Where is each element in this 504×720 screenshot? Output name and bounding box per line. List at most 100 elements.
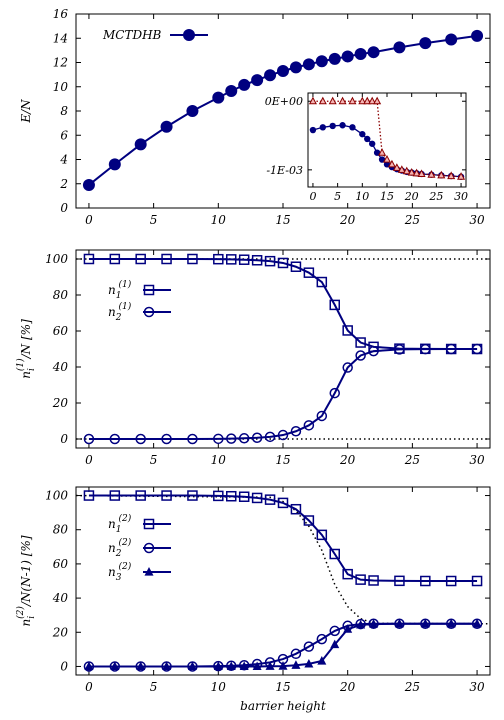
one-body-x-tick-label: 30 bbox=[469, 453, 485, 467]
two-body-series-line bbox=[88, 494, 478, 582]
energy-x-tick-label: 0 bbox=[85, 213, 93, 227]
inset-x-tick-label: 20 bbox=[404, 190, 419, 203]
two-body-series-point bbox=[316, 633, 328, 645]
one-body-series-line bbox=[88, 348, 478, 440]
two-body-legend-marker bbox=[143, 542, 155, 554]
one-body-series-point bbox=[187, 253, 198, 265]
two-body-series-point bbox=[265, 661, 275, 670]
two-body-series-point bbox=[472, 618, 482, 628]
one-body-series-point bbox=[109, 253, 121, 265]
inset-series-point bbox=[402, 166, 411, 175]
two-body-series-point bbox=[420, 575, 431, 587]
one-body-legend-label: n2(1) bbox=[108, 301, 132, 323]
energy-series-point bbox=[225, 84, 238, 97]
energy-series-point bbox=[277, 64, 289, 77]
two-body-series-point bbox=[394, 618, 404, 628]
two-body-series-point bbox=[187, 490, 198, 501]
two-body-series-point bbox=[329, 625, 340, 637]
x-axis-label: barrier height bbox=[240, 699, 326, 713]
inset-y-tick-label: 0E+00 bbox=[265, 95, 303, 108]
two-body-series-point bbox=[355, 574, 366, 585]
one-body-x-tick-label: 20 bbox=[339, 453, 356, 467]
one-body-series-point bbox=[355, 350, 366, 361]
two-body-series-point bbox=[368, 575, 379, 586]
one-body-series-point bbox=[135, 433, 146, 445]
two-body-series-point bbox=[252, 661, 262, 671]
one-body-series-point bbox=[251, 432, 263, 443]
one-body-series-point bbox=[161, 253, 172, 265]
inset-y-tick-label: -1E-03 bbox=[266, 164, 303, 177]
energy-y-tick-label: 10 bbox=[53, 80, 69, 94]
one-body-legend-marker bbox=[143, 306, 155, 318]
energy-x-tick-label: 20 bbox=[339, 213, 356, 227]
one-body-series-point bbox=[264, 431, 276, 443]
energy-series-point bbox=[212, 91, 225, 104]
one-body-panel: 0 5 10 15 20 25 30 0 20 40 60 80 100 ni(1)/N [%] n1(… bbox=[15, 249, 491, 467]
two-body-series-point bbox=[239, 661, 249, 671]
two-body-series-point bbox=[316, 529, 328, 541]
energy-series-point bbox=[393, 41, 406, 54]
two-body-series-point bbox=[290, 648, 302, 660]
one-body-series-point bbox=[394, 344, 405, 355]
inset-series-point bbox=[427, 170, 436, 178]
inset-series-point bbox=[383, 161, 391, 168]
two-body-y-tick-label: 20 bbox=[52, 625, 69, 639]
one-body-series-point bbox=[277, 429, 289, 441]
two-body-series-point bbox=[343, 624, 353, 633]
one-body-series-point bbox=[290, 261, 302, 272]
inset-series-point bbox=[329, 122, 336, 130]
inset-series-point bbox=[368, 140, 376, 147]
energy-series-point bbox=[108, 158, 121, 171]
inset-series-point bbox=[359, 130, 366, 138]
two-body-series-point bbox=[238, 491, 250, 502]
two-body-series-point bbox=[329, 548, 340, 560]
inset-series-point bbox=[348, 96, 357, 105]
two-body-x-tick-label: 20 bbox=[339, 680, 356, 694]
two-body-y-tick-label: 40 bbox=[52, 591, 69, 605]
one-body-series-point bbox=[342, 362, 353, 373]
one-body-series-point bbox=[226, 254, 237, 265]
one-body-y-tick-label: 80 bbox=[53, 288, 69, 302]
energy-series-point bbox=[367, 46, 380, 59]
one-body-series-point bbox=[471, 343, 483, 355]
two-body-series-point bbox=[83, 490, 95, 501]
inset-series-point bbox=[437, 170, 446, 179]
one-body-series-point bbox=[213, 433, 224, 445]
two-body-legend-label: n1(2) bbox=[108, 513, 132, 535]
energy-series-point bbox=[289, 61, 302, 74]
inset-series-point bbox=[308, 96, 317, 105]
one-body-y-tick-label: 0 bbox=[60, 432, 68, 446]
one-body-legend-marker bbox=[143, 284, 155, 296]
inset-series-point bbox=[339, 122, 346, 129]
energy-y-axis-label: E/N bbox=[19, 99, 33, 124]
two-body-legend-marker bbox=[144, 567, 154, 576]
two-body-series-line bbox=[88, 622, 478, 668]
one-body-y-tick-label: 40 bbox=[52, 360, 69, 374]
one-body-y-axis-label: ni(1)/N [%] bbox=[15, 319, 37, 379]
inset-series-point bbox=[378, 156, 386, 163]
two-body-series-point bbox=[110, 661, 120, 671]
one-body-series-point bbox=[290, 426, 302, 437]
two-body-x-tick-label: 15 bbox=[275, 680, 290, 694]
two-body-series-point bbox=[187, 661, 197, 671]
one-body-series-point bbox=[109, 433, 121, 445]
energy-x-tick-label: 30 bbox=[469, 213, 485, 227]
two-body-series-point bbox=[303, 641, 315, 652]
one-body-series-point bbox=[161, 433, 172, 445]
one-body-x-tick-label: 10 bbox=[211, 453, 227, 467]
inset-series-point bbox=[407, 167, 416, 176]
inset-series-point bbox=[397, 165, 406, 173]
two-body-series-point bbox=[161, 490, 172, 501]
inset-series-point bbox=[387, 159, 396, 168]
one-body-y-tick-label: 100 bbox=[45, 252, 68, 266]
two-body-y-tick-label: 60 bbox=[53, 557, 69, 571]
energy-series-point bbox=[315, 55, 328, 68]
inset-x-tick-label: 25 bbox=[428, 190, 443, 203]
inset-series-point bbox=[417, 169, 426, 178]
two-body-series-point bbox=[445, 575, 457, 587]
two-body-series-point bbox=[342, 568, 353, 580]
inset-x-tick-label: 5 bbox=[334, 190, 341, 203]
two-body-series-point bbox=[278, 661, 288, 670]
one-body-series-point bbox=[226, 433, 237, 444]
one-body-series-point bbox=[445, 343, 457, 355]
